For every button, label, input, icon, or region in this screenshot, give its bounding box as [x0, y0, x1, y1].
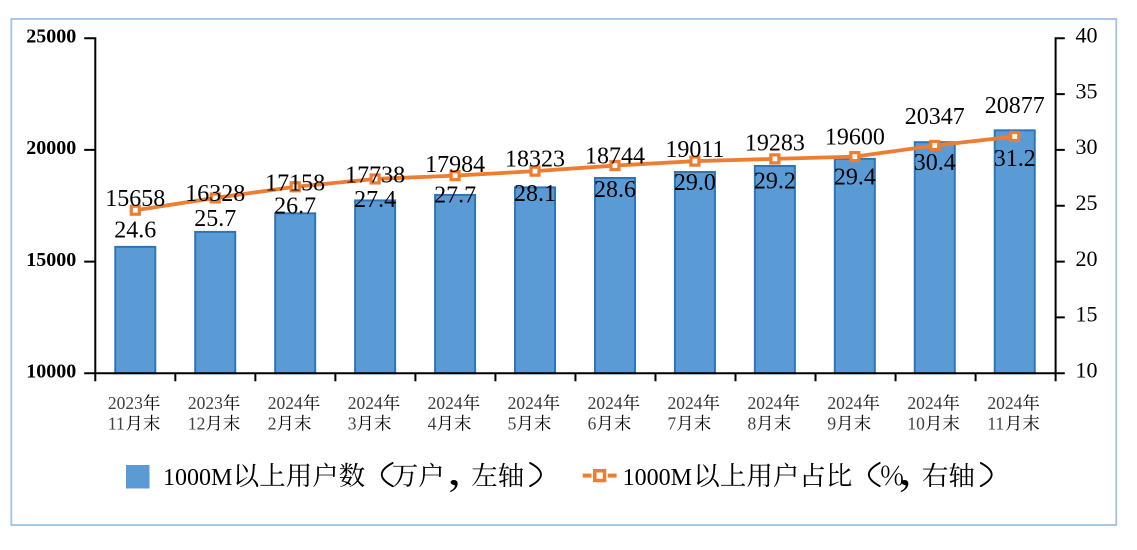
- svg-text:25: 25: [1076, 190, 1098, 215]
- svg-text:20877: 20877: [985, 93, 1045, 119]
- svg-text:18323: 18323: [505, 147, 565, 173]
- svg-text:1000M: 1000M: [623, 465, 692, 491]
- svg-text:11: 11: [987, 413, 1004, 433]
- svg-text:16328: 16328: [185, 181, 245, 207]
- svg-text:20: 20: [1076, 246, 1098, 271]
- svg-text:8: 8: [747, 413, 756, 433]
- svg-text:20347: 20347: [905, 104, 965, 130]
- svg-text:2: 2: [268, 413, 277, 433]
- svg-text:2024: 2024: [508, 393, 543, 413]
- svg-text:20000: 20000: [26, 137, 76, 159]
- svg-text:10: 10: [907, 413, 925, 433]
- svg-text:29.2: 29.2: [754, 169, 796, 195]
- svg-text:19011: 19011: [665, 137, 724, 163]
- svg-text:29.0: 29.0: [674, 170, 716, 196]
- svg-text:40: 40: [1076, 23, 1098, 48]
- svg-text:2023: 2023: [188, 393, 223, 413]
- svg-text:12: 12: [188, 413, 206, 433]
- svg-text:35: 35: [1076, 78, 1098, 103]
- svg-text:2023: 2023: [108, 393, 143, 413]
- svg-text:2024: 2024: [348, 393, 383, 413]
- svg-text:28.6: 28.6: [594, 177, 636, 203]
- svg-text:27.7: 27.7: [434, 183, 476, 209]
- svg-text:2024: 2024: [747, 393, 782, 413]
- svg-text:1000M: 1000M: [163, 465, 232, 491]
- svg-text:2024: 2024: [907, 393, 942, 413]
- svg-text:2024: 2024: [268, 393, 303, 413]
- svg-text:10: 10: [1076, 357, 1098, 382]
- svg-text:30: 30: [1076, 134, 1098, 159]
- svg-text:7: 7: [668, 413, 677, 433]
- svg-text:18744: 18744: [585, 143, 645, 169]
- svg-text:26.7: 26.7: [274, 194, 316, 220]
- svg-text:17738: 17738: [345, 162, 405, 188]
- svg-text:15: 15: [1076, 302, 1098, 327]
- svg-text:2024: 2024: [987, 393, 1022, 413]
- svg-text:19283: 19283: [745, 130, 805, 156]
- svg-text:30.4: 30.4: [914, 150, 956, 176]
- svg-text:5: 5: [508, 413, 517, 433]
- svg-text:29.4: 29.4: [834, 164, 876, 190]
- svg-text:27.4: 27.4: [354, 187, 396, 213]
- svg-text:15658: 15658: [105, 186, 165, 212]
- svg-text:28.1: 28.1: [514, 181, 556, 207]
- svg-text:31.2: 31.2: [994, 146, 1036, 172]
- svg-text:11: 11: [108, 413, 125, 433]
- svg-text:3: 3: [348, 413, 357, 433]
- svg-text:4: 4: [428, 413, 437, 433]
- svg-text:2024: 2024: [588, 393, 623, 413]
- svg-text:25000: 25000: [26, 26, 76, 48]
- svg-text:2024: 2024: [428, 393, 463, 413]
- svg-text:2024: 2024: [827, 393, 862, 413]
- svg-text:9: 9: [827, 413, 836, 433]
- svg-text:2024: 2024: [668, 393, 703, 413]
- svg-text:15000: 15000: [26, 249, 76, 271]
- svg-text:10000: 10000: [26, 360, 76, 382]
- svg-text:17984: 17984: [425, 152, 485, 178]
- svg-text:24.6: 24.6: [114, 218, 156, 244]
- svg-text:25.7: 25.7: [194, 206, 236, 232]
- svg-text:19600: 19600: [825, 125, 885, 151]
- svg-text:6: 6: [588, 413, 597, 433]
- svg-text:17158: 17158: [265, 170, 325, 196]
